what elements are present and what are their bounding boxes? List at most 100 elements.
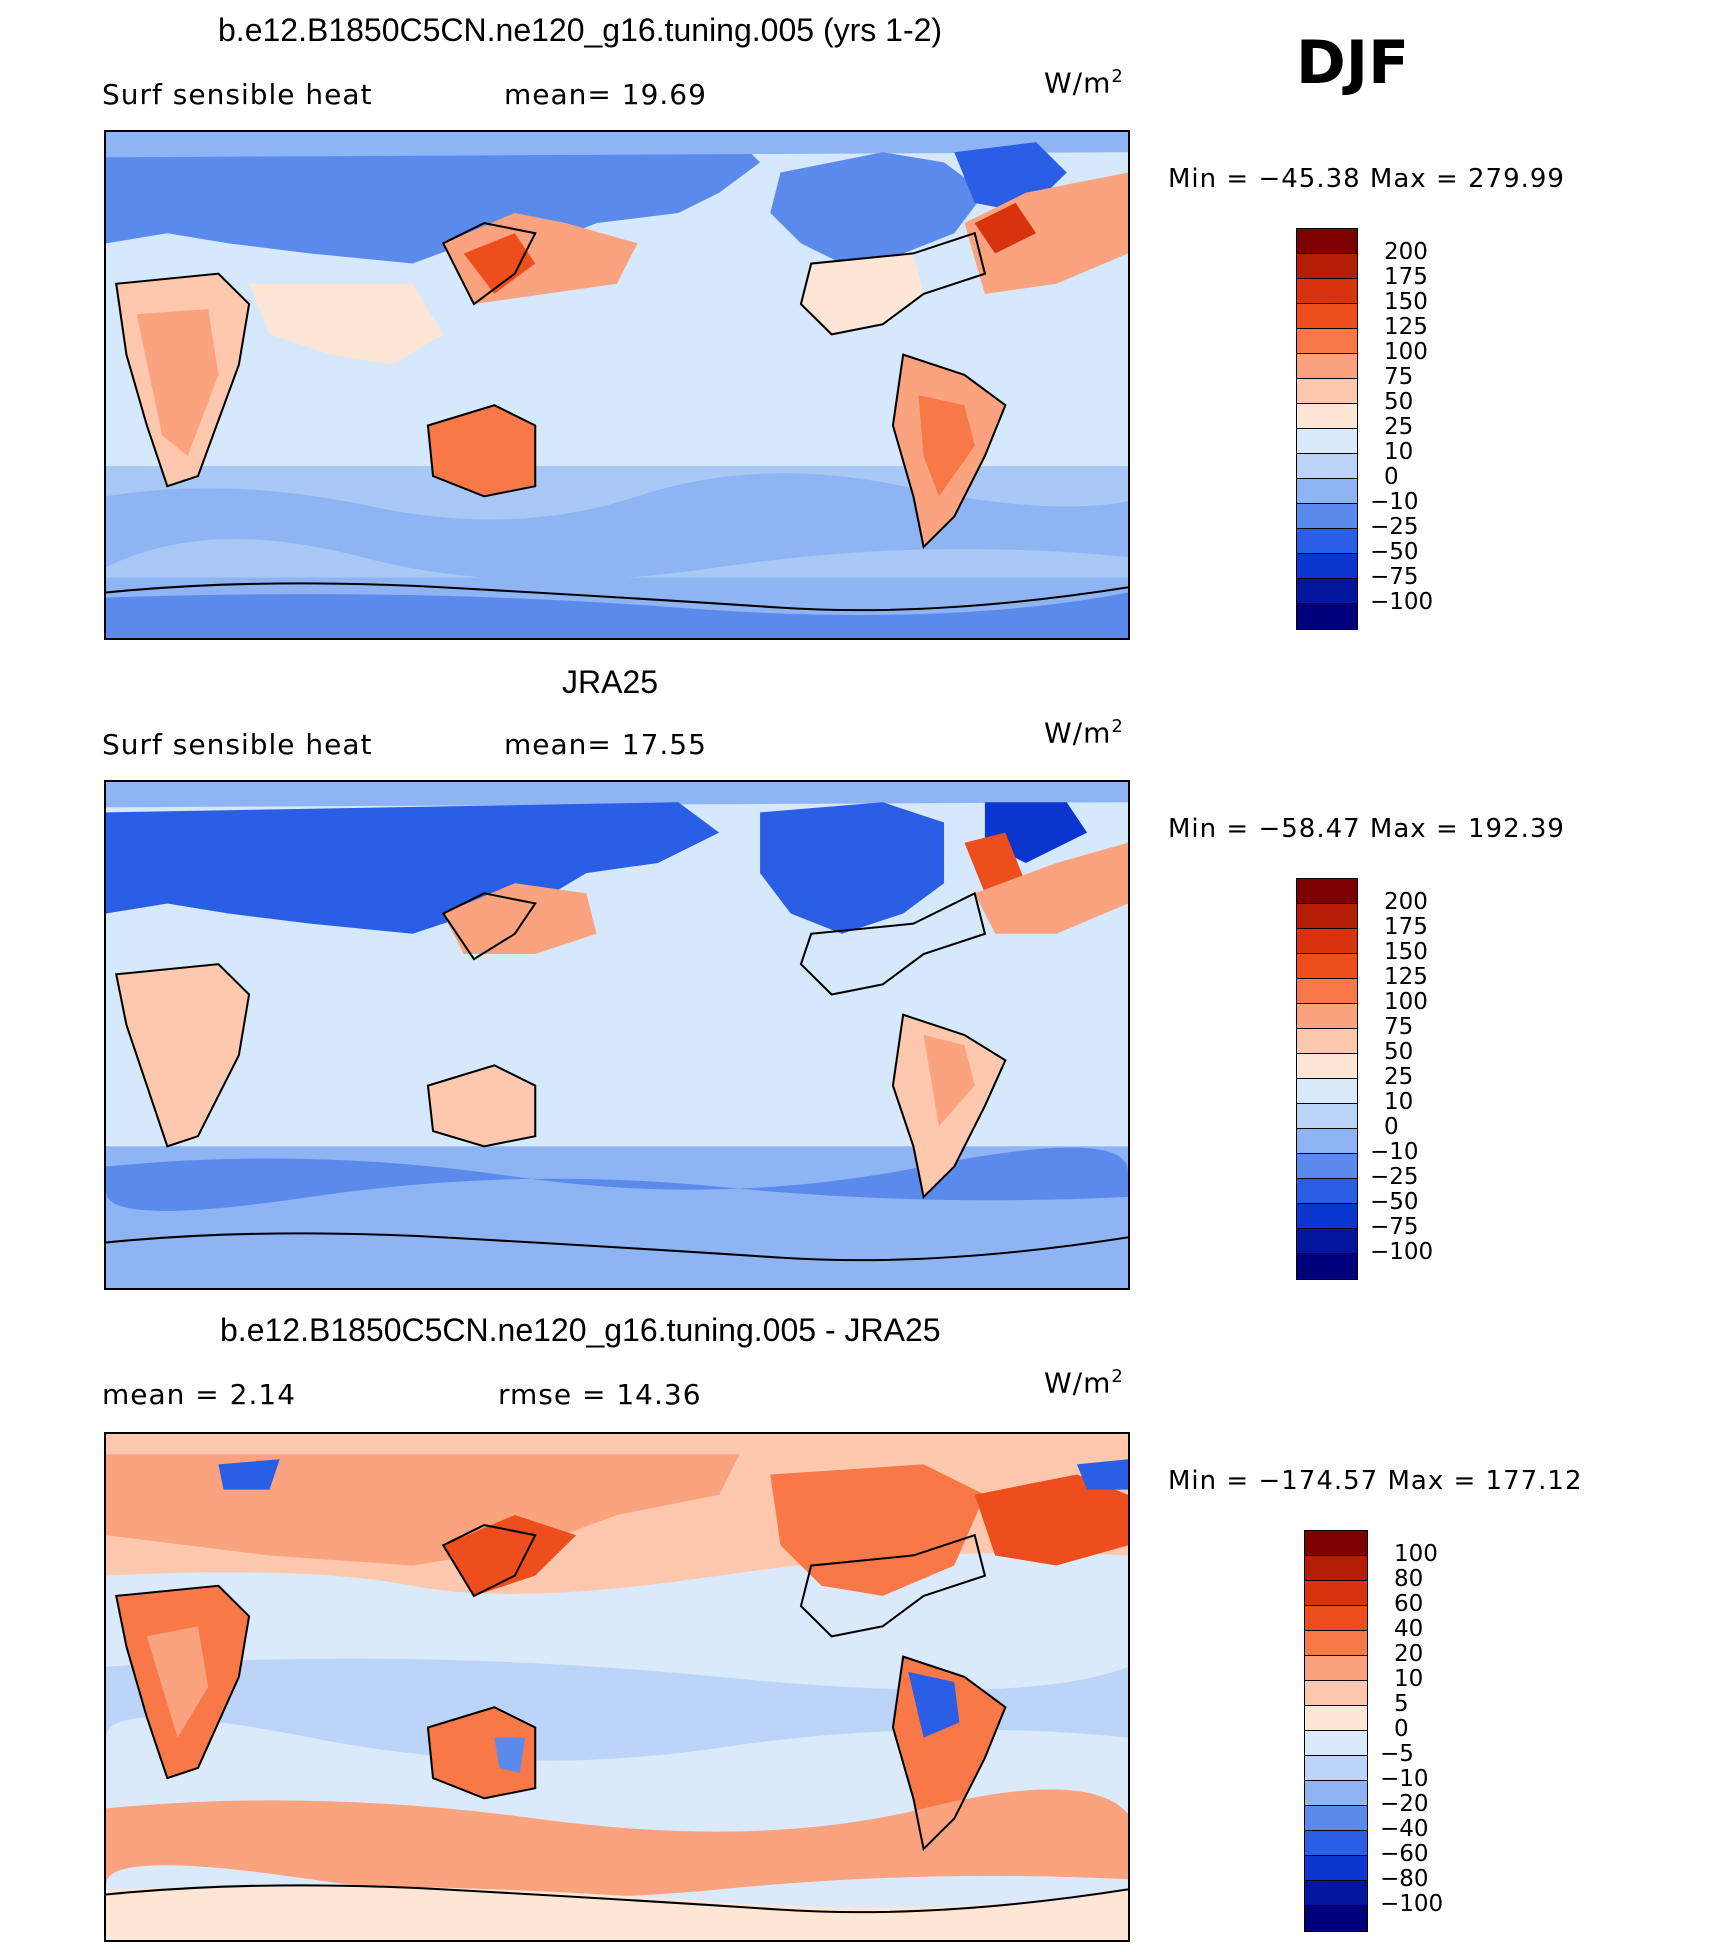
colorbar-tick-label: −25: [1370, 514, 1419, 540]
colorbar-swatch: [1305, 1831, 1367, 1856]
colorbar-tick-label: 100: [1394, 1541, 1438, 1567]
colorbar-swatch: [1305, 1756, 1367, 1781]
colorbar-tick-label: 50: [1384, 389, 1414, 415]
colorbar-tick-label: 200: [1384, 239, 1428, 265]
colorbar-swatch: [1297, 479, 1357, 504]
colorbar-swatch: [1297, 979, 1357, 1004]
colorbar-swatch: [1297, 429, 1357, 454]
colorbar-swatch: [1305, 1531, 1367, 1556]
colorbar-diff: [1304, 1530, 1368, 1932]
colorbar-tick-label: 0: [1394, 1716, 1409, 1742]
colorbar-tick-label: −50: [1370, 539, 1419, 565]
colorbar-swatch: [1297, 1204, 1357, 1229]
panel-variable-label: Surf sensible heat: [102, 728, 373, 761]
colorbar-tick-label: −25: [1370, 1164, 1419, 1190]
colorbar-swatch: [1297, 1229, 1357, 1254]
colorbar-tick-label: −100: [1370, 1239, 1434, 1265]
colorbar-tick-label: 25: [1384, 414, 1414, 440]
colorbar-tick-label: 10: [1394, 1666, 1424, 1692]
colorbar-tick-label: −50: [1370, 1189, 1419, 1215]
colorbar-swatch: [1297, 954, 1357, 979]
colorbar-swatch: [1297, 529, 1357, 554]
colorbar-tick-label: 125: [1384, 314, 1428, 340]
map-obs: [104, 780, 1130, 1290]
colorbar-tick-label: 80: [1394, 1566, 1424, 1592]
colorbar-swatch: [1305, 1556, 1367, 1581]
colorbar-swatch: [1305, 1806, 1367, 1831]
colorbar-tick-label: 150: [1384, 289, 1428, 315]
colorbar-swatch: [1305, 1856, 1367, 1881]
colorbar-swatch: [1297, 1104, 1357, 1129]
colorbar-tick-label: 25: [1384, 1064, 1414, 1090]
colorbar-swatch: [1297, 1079, 1357, 1104]
panel-min-max: Min = −45.38 Max = 279.99: [1168, 164, 1565, 194]
colorbar-tick-label: −75: [1370, 564, 1419, 590]
colorbar-tick-label: 100: [1384, 989, 1428, 1015]
colorbar-tick-label: −60: [1380, 1841, 1429, 1867]
colorbar-tick-label: 50: [1384, 1039, 1414, 1065]
colorbar-swatch: [1297, 554, 1357, 579]
colorbar-tick-label: 5: [1394, 1691, 1409, 1717]
colorbar-swatch: [1297, 1179, 1357, 1204]
colorbar-swatch: [1305, 1581, 1367, 1606]
panel-variable-label: Surf sensible heat: [102, 78, 373, 111]
colorbar-swatch: [1297, 304, 1357, 329]
colorbar-tick-label: 20: [1394, 1641, 1424, 1667]
colorbar-swatch: [1305, 1606, 1367, 1631]
colorbar-swatch: [1297, 504, 1357, 529]
panel-title-obs: JRA25: [562, 664, 659, 700]
colorbar-swatch: [1297, 354, 1357, 379]
colorbar-swatch: [1297, 279, 1357, 304]
colorbar-tick-label: 150: [1384, 939, 1428, 965]
colorbar-tick-label: 75: [1384, 364, 1414, 390]
colorbar-model: [1296, 228, 1358, 630]
colorbar-tick-label: −10: [1370, 1139, 1419, 1165]
colorbar-tick-label: −100: [1370, 589, 1434, 615]
colorbar-swatch: [1297, 1054, 1357, 1079]
colorbar-tick-label: 0: [1384, 1114, 1399, 1140]
colorbar-tick-label: −20: [1380, 1791, 1429, 1817]
colorbar-swatch: [1297, 379, 1357, 404]
colorbar-tick-label: −75: [1370, 1214, 1419, 1240]
colorbar-swatch: [1305, 1631, 1367, 1656]
colorbar-swatch: [1297, 879, 1357, 904]
colorbar-swatch: [1297, 1029, 1357, 1054]
colorbar-tick-label: 100: [1384, 339, 1428, 365]
colorbar-tick-label: 10: [1384, 1089, 1414, 1115]
panel-title-model: b.e12.B1850C5CN.ne120_g16.tuning.005 (yr…: [218, 12, 943, 48]
panel-min-max: Min = −174.57 Max = 177.12: [1168, 1466, 1583, 1496]
colorbar-swatch: [1305, 1881, 1367, 1906]
panel-units: W/m2: [1044, 66, 1124, 100]
colorbar-tick-label: 75: [1384, 1014, 1414, 1040]
colorbar-swatch: [1305, 1906, 1367, 1931]
colorbar-tick-label: 40: [1394, 1616, 1424, 1642]
colorbar-tick-label: 200: [1384, 889, 1428, 915]
colorbar-tick-label: −40: [1380, 1816, 1429, 1842]
panel-mean-label: mean= 17.55: [504, 728, 707, 761]
colorbar-swatch: [1305, 1681, 1367, 1706]
colorbar-tick-label: −80: [1380, 1866, 1429, 1892]
panel-units: W/m2: [1044, 716, 1124, 750]
colorbar-swatch: [1305, 1731, 1367, 1756]
colorbar-tick-label: −10: [1370, 489, 1419, 515]
panel-rmse-label: rmse = 14.36: [498, 1378, 702, 1411]
colorbar-swatch: [1297, 1004, 1357, 1029]
colorbar-swatch: [1297, 1254, 1357, 1279]
panel-title-diff: b.e12.B1850C5CN.ne120_g16.tuning.005 - J…: [220, 1312, 941, 1348]
colorbar-swatch: [1297, 929, 1357, 954]
colorbar-swatch: [1297, 604, 1357, 629]
colorbar-tick-label: 60: [1394, 1591, 1424, 1617]
colorbar-swatch: [1297, 904, 1357, 929]
colorbar-swatch: [1305, 1781, 1367, 1806]
colorbar-tick-label: −10: [1380, 1766, 1429, 1792]
colorbar-swatch: [1297, 254, 1357, 279]
colorbar-swatch: [1297, 579, 1357, 604]
colorbar-swatch: [1297, 1154, 1357, 1179]
colorbar-tick-label: 0: [1384, 464, 1399, 490]
colorbar-swatch: [1297, 454, 1357, 479]
colorbar-obs: [1296, 878, 1358, 1280]
map-diff: [104, 1432, 1130, 1942]
colorbar-tick-label: 125: [1384, 964, 1428, 990]
colorbar-swatch: [1297, 329, 1357, 354]
colorbar-swatch: [1305, 1706, 1367, 1731]
